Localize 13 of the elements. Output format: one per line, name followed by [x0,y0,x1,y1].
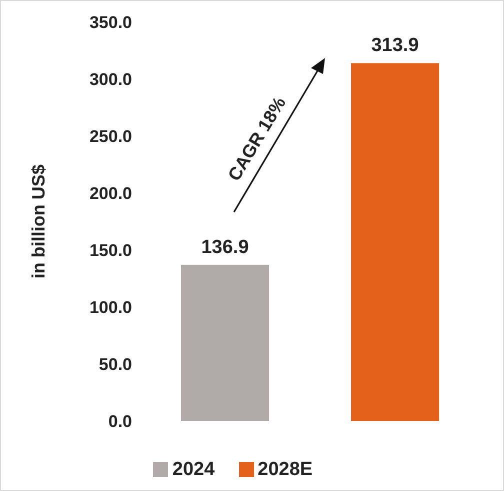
y-tick-label: 250.0 [89,127,132,146]
y-tick-label: 0.0 [108,412,132,432]
y-axis-title: in billion US$ [28,164,48,279]
y-tick-label: 150.0 [89,241,132,260]
legend-label: 2028E [258,459,313,480]
y-tick-label: 300.0 [89,70,132,90]
y-tick-label: 350.0 [89,13,132,32]
y-tick-label: 200.0 [89,184,132,204]
y-tick-label: 100.0 [89,298,132,318]
data-label: 313.9 [371,35,419,56]
data-label: 136.9 [201,236,249,258]
y-tick-label: 50.0 [98,355,132,374]
legend-label: 2024 [172,459,215,480]
